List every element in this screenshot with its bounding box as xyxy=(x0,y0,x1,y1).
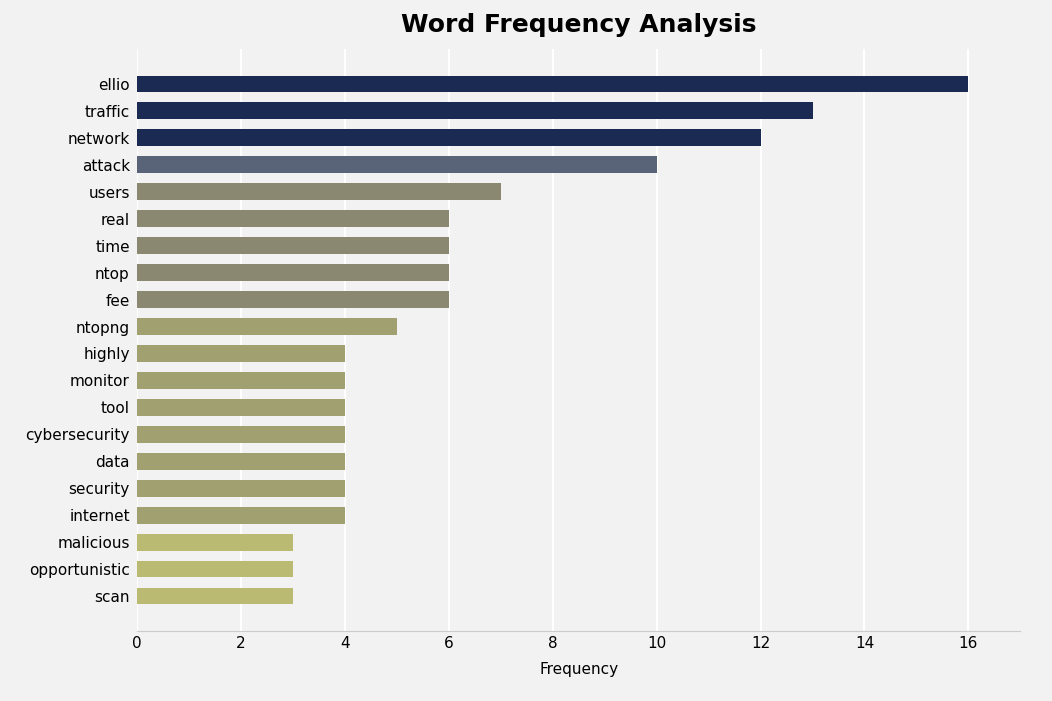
Bar xyxy=(137,453,345,470)
Bar xyxy=(137,426,345,443)
Bar xyxy=(137,480,345,496)
Title: Word Frequency Analysis: Word Frequency Analysis xyxy=(401,13,756,37)
Bar xyxy=(137,587,292,604)
Bar xyxy=(137,130,761,146)
Bar xyxy=(137,291,448,308)
Bar xyxy=(137,399,345,416)
Bar xyxy=(137,210,448,227)
Bar xyxy=(137,156,656,173)
Bar xyxy=(137,264,448,281)
Bar xyxy=(137,76,969,93)
Bar xyxy=(137,237,448,254)
Bar xyxy=(137,561,292,578)
Bar xyxy=(137,507,345,524)
Bar xyxy=(137,345,345,362)
X-axis label: Frequency: Frequency xyxy=(539,662,619,677)
Bar xyxy=(137,534,292,550)
Bar xyxy=(137,318,397,335)
Bar xyxy=(137,372,345,389)
Bar xyxy=(137,184,501,200)
Bar xyxy=(137,102,812,119)
